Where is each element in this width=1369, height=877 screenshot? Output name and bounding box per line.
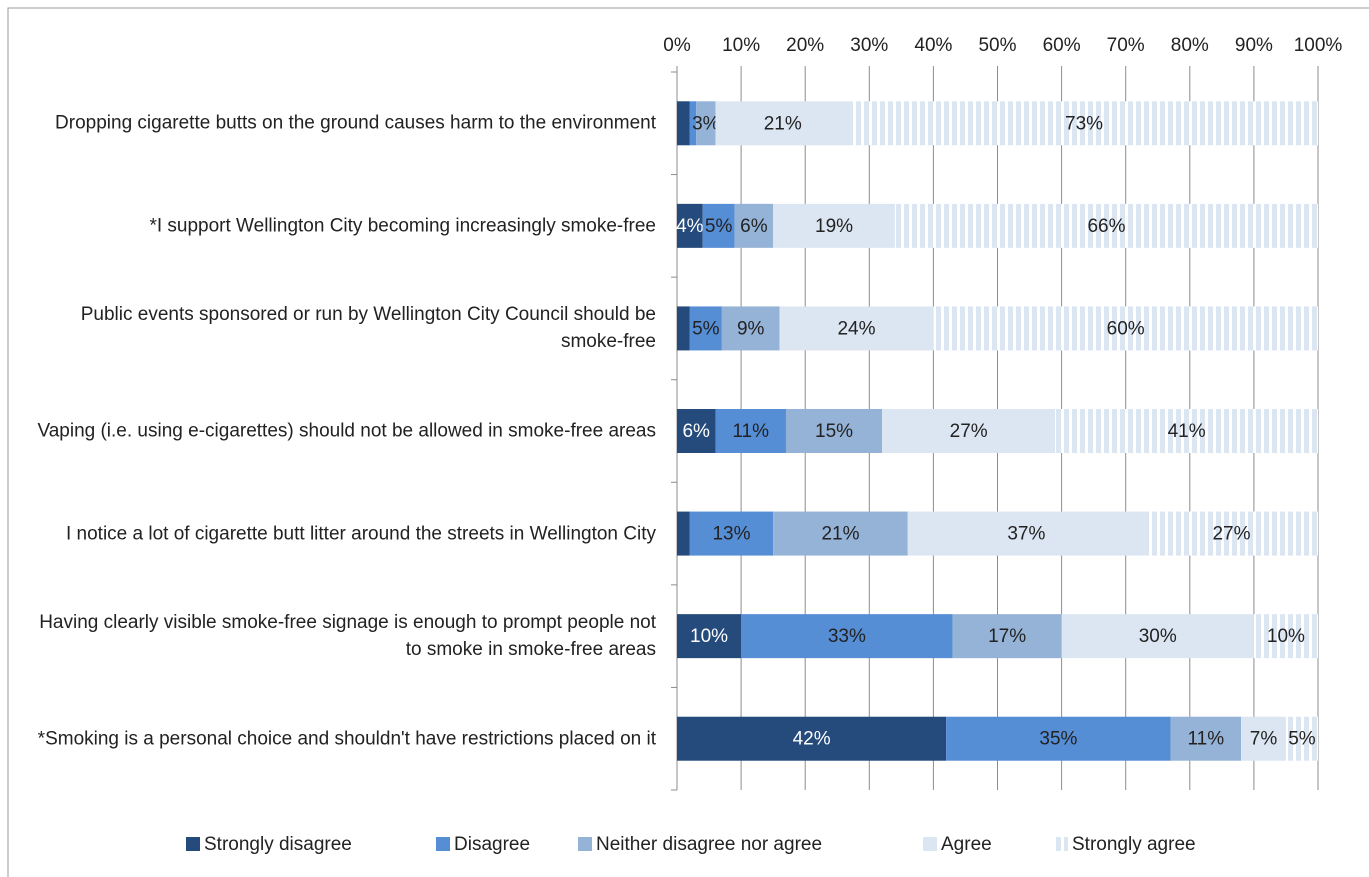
- bar-segment: [850, 101, 1318, 146]
- value-label: 5%: [692, 318, 720, 339]
- x-tick-label: 30%: [850, 35, 888, 56]
- bar-segment: [677, 203, 703, 248]
- bar-segment: [1285, 716, 1318, 761]
- value-label: 17%: [988, 626, 1026, 647]
- value-label: 19%: [815, 216, 853, 237]
- x-tick-label: 20%: [786, 35, 824, 56]
- bar-segment: [677, 716, 947, 761]
- value-label: 42%: [793, 729, 831, 750]
- legend-label: Strongly disagree: [204, 834, 352, 855]
- bar-segment: [689, 101, 697, 146]
- bar-segment: [677, 306, 690, 351]
- legend-swatch: [578, 837, 592, 851]
- bar-segment: [734, 203, 774, 248]
- value-label: 6%: [740, 216, 768, 237]
- bar-segment: [677, 614, 742, 659]
- value-label: 10%: [1267, 626, 1305, 647]
- bar-segment: [721, 306, 780, 351]
- value-label: 11%: [1188, 729, 1225, 750]
- bar-segment: [741, 614, 953, 659]
- bar-segment: [773, 511, 908, 556]
- x-tick-label: 90%: [1235, 35, 1273, 56]
- value-label: 15%: [815, 421, 853, 442]
- value-label: 41%: [1168, 421, 1206, 442]
- category-label: I notice a lot of cigarette butt litter …: [65, 523, 656, 545]
- category-label: *I support Wellington City becoming incr…: [149, 215, 656, 237]
- bar-segment: [785, 409, 883, 453]
- category-label: Vaping (i.e. using e-cigarettes) should …: [37, 420, 656, 442]
- value-label: 60%: [1107, 318, 1145, 339]
- value-label: 27%: [950, 421, 988, 442]
- bar-segment: [946, 716, 1171, 761]
- legend-label: Strongly agree: [1072, 834, 1196, 855]
- value-label: 30%: [1139, 626, 1177, 647]
- x-tick-label: 50%: [978, 35, 1016, 56]
- bar-segment: [715, 409, 786, 453]
- x-tick-label: 60%: [1043, 35, 1081, 56]
- x-tick-label: 100%: [1294, 35, 1343, 56]
- legend-swatch: [186, 837, 200, 851]
- legend-label: Neither disagree nor agree: [596, 834, 822, 855]
- category-label: Having clearly visible smoke-free signag…: [39, 612, 656, 661]
- value-label: 4%: [676, 216, 704, 237]
- bar-segment: [677, 101, 690, 146]
- legend-label: Agree: [941, 834, 992, 855]
- bar-segment: [689, 306, 722, 351]
- bar-segment: [952, 614, 1062, 659]
- x-tick-label: 0%: [663, 35, 691, 56]
- bar-segment: [702, 203, 735, 248]
- value-label: 9%: [737, 318, 765, 339]
- category-label: Dropping cigarette butts on the ground c…: [55, 112, 656, 134]
- bar-segment: [779, 306, 934, 351]
- value-label: 7%: [1250, 729, 1278, 750]
- bar-segment: [715, 101, 851, 146]
- bar-segment: [677, 409, 716, 453]
- bar-segment: [907, 511, 1145, 556]
- bar-segment: [882, 409, 1056, 453]
- value-label: 73%: [1065, 113, 1103, 134]
- bar-segment: [1061, 614, 1254, 659]
- bar-segment: [696, 101, 716, 146]
- value-label: 24%: [837, 318, 875, 339]
- value-label: 5%: [1288, 729, 1316, 750]
- value-label: 3%: [692, 113, 720, 134]
- bar-segment: [933, 306, 1318, 351]
- legend-swatch: [436, 837, 450, 851]
- value-label: 27%: [1212, 524, 1250, 545]
- category-label: *Smoking is a personal choice and should…: [37, 728, 656, 750]
- value-label: 13%: [712, 524, 750, 545]
- bar-segment: [677, 511, 690, 556]
- x-tick-label: 80%: [1171, 35, 1209, 56]
- legend-swatch: [1054, 837, 1068, 851]
- x-tick-label: 10%: [722, 35, 760, 56]
- legend-swatch: [923, 837, 937, 851]
- chart-frame: [7, 7, 1369, 877]
- legend-label: Disagree: [454, 834, 530, 855]
- category-label: Public events sponsored or run by Wellin…: [80, 304, 656, 353]
- bar-segment: [1241, 716, 1286, 761]
- bar-segment: [1253, 614, 1318, 659]
- value-label: 37%: [1007, 524, 1045, 545]
- bar-segment: [1055, 409, 1318, 453]
- value-label: 66%: [1087, 216, 1125, 237]
- value-label: 35%: [1039, 729, 1077, 750]
- bar-segment: [773, 203, 895, 248]
- bar-segment: [1144, 511, 1318, 556]
- value-label: 5%: [705, 216, 733, 237]
- x-tick-label: 70%: [1107, 35, 1145, 56]
- bar-segment: [689, 511, 774, 556]
- value-label: 10%: [690, 626, 728, 647]
- value-label: 33%: [828, 626, 866, 647]
- value-label: 11%: [732, 421, 769, 442]
- value-label: 21%: [764, 113, 802, 134]
- bar-segment: [894, 203, 1318, 248]
- x-tick-label: 40%: [914, 35, 952, 56]
- bar-segment: [1170, 716, 1242, 761]
- value-label: 6%: [682, 421, 710, 442]
- value-label: 21%: [821, 524, 859, 545]
